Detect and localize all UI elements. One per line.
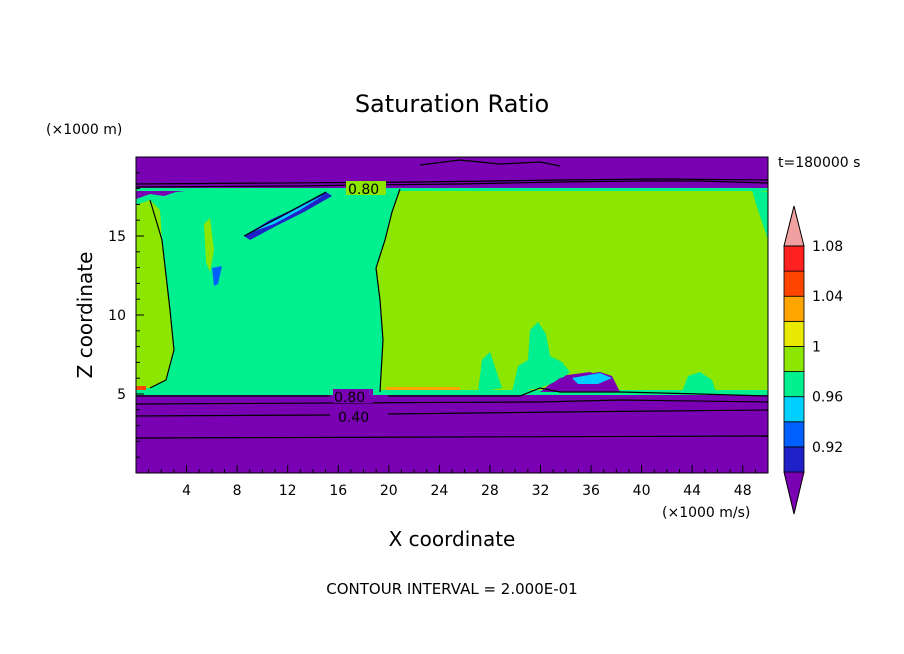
x-tick-label: 32 [532,483,550,499]
x-tick-label: 12 [279,483,297,499]
x-tick-label: 4 [182,483,191,499]
colorbar: 0.92 0.96 1 1.04 1.08 [783,205,843,515]
region-top-band [136,188,768,191]
region-base-blue [572,373,612,384]
region-east-fringe [752,190,768,240]
contour-mid-boundary [375,188,401,393]
colorbar-segment [783,421,805,448]
time-label: t=180000 s [778,155,860,171]
x-tick-label: 8 [233,483,242,499]
x-unit-label: (×1000 m/s) [662,505,750,521]
x-tick-label: 20 [380,483,398,499]
plot-area: 0.80 0.80 0.40 [135,156,769,474]
x-axis: 4 8 12 16 20 24 28 32 36 40 44 48 [148,465,756,499]
colorbar-segment [783,245,805,272]
contour-label-base: 0.80 [334,390,365,406]
region-lower-band [136,390,768,395]
x-tick-label: 16 [329,483,347,499]
colorbar-segment [783,446,805,473]
colorbar-segment [783,396,805,423]
colorbar-tick-label: 0.96 [812,390,843,406]
colorbar-tick-label: 1.04 [812,289,843,305]
colorbar-under-arrow [783,471,805,515]
chart-title: Saturation Ratio [355,90,549,118]
contour-labels: 0.80 0.80 0.40 [333,181,386,426]
region-east-cloud [376,188,768,392]
colorbar-segment [783,371,805,398]
colorbar-segment [783,320,805,347]
region-intrusion-2 [512,322,570,392]
region-top-dry [136,157,768,188]
contour-top-080 [135,180,769,188]
y-axis-label: Z coordinate [73,252,97,379]
contour-label-bg-1 [346,181,386,195]
y-tick-label: 10 [108,308,126,324]
contour-label-low: 0.40 [338,410,369,426]
region-blue-filaments [212,266,222,286]
contour-base-020 [135,435,769,439]
contour-label-top: 0.80 [348,182,379,198]
colorbar-over-arrow [783,205,805,247]
colorbar-segment [783,346,805,372]
contour-base-040 [135,409,769,417]
contour-cirrus [243,191,327,237]
colorbar-tick-label: 1 [812,339,821,355]
colorbar-segment [783,295,805,322]
y-axis: 5 10 15 [108,172,144,458]
contour-label-bg-2 [333,389,373,403]
x-axis-label: X coordinate [389,527,516,551]
contour-base-080 [136,387,769,397]
x-tick-label: 28 [481,483,499,499]
colorbar-tick-label: 0.92 [812,440,843,456]
region-orange-streak [386,387,460,390]
region-west-cloud [136,187,400,392]
region-intrusion-1 [478,352,502,392]
region-red-dot [136,386,146,390]
colorbar-tick-label: 1.08 [812,239,843,255]
x-tick-label: 48 [734,483,752,499]
x-tick-label: 36 [582,483,600,499]
region-vertical-streak [204,218,214,272]
x-tick-label: 44 [683,483,701,499]
contour-top-inner [419,159,561,167]
contour-top-040 [135,178,769,185]
region-west-fringe [136,200,174,388]
region-cirrus-streak-inner [252,195,324,232]
footer-contour-interval: CONTOUR INTERVAL = 2.000E-01 [326,580,577,598]
contour-west-boundary [149,199,175,389]
y-tick-label: 5 [117,387,126,403]
y-unit-label: (×1000 m) [46,122,122,138]
x-tick-label: 24 [430,483,448,499]
contour-lines [135,159,769,439]
region-intrusion-3 [682,372,716,392]
x-tick-label: 40 [633,483,651,499]
colorbar-segment [783,270,805,297]
y-tick-label: 15 [108,229,126,245]
contour-label-bg-3 [333,409,379,423]
